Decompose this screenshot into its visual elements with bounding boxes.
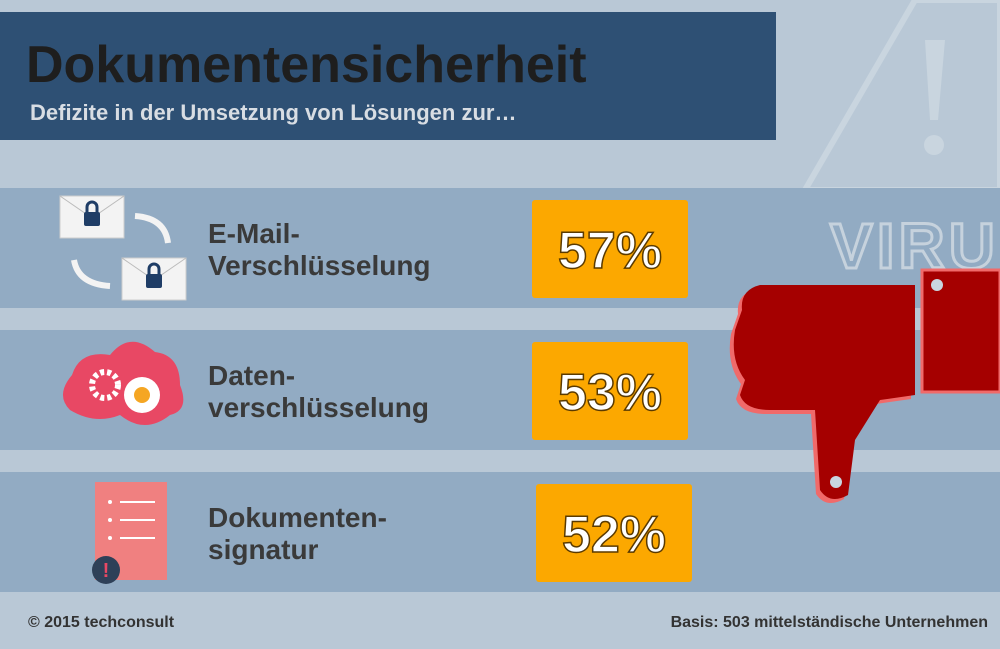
row: ! Dokumenten-signatur 52% [0, 472, 1000, 592]
thumbs-down [729, 268, 1000, 503]
item-value: 57% [558, 222, 662, 280]
lock [84, 212, 100, 226]
arrow [134, 213, 171, 244]
item-label: verschlüsselung [208, 392, 429, 423]
alert [92, 556, 120, 584]
lock [146, 274, 162, 288]
item-value: 52% [562, 506, 666, 564]
title: Dokumentensicherheit [26, 36, 587, 94]
row: E-Mail-Verschlüsselung 57% [0, 188, 1000, 308]
bullet [108, 500, 112, 504]
bullet [108, 518, 112, 522]
item-label: E-Mail- [208, 218, 300, 249]
item-value: 53% [558, 364, 662, 422]
item-label: Verschlüsselung [208, 250, 431, 281]
header-box [0, 12, 776, 140]
item-label: Dokumenten- [208, 502, 387, 533]
warning-triangle [799, 0, 1000, 193]
value-box [532, 342, 688, 440]
value-box [532, 200, 688, 298]
lock-shackle [85, 200, 99, 212]
warning-mark [925, 40, 945, 120]
warning-dot [924, 135, 944, 155]
item-label: Daten- [208, 360, 295, 391]
gear-center [134, 387, 150, 403]
alert-mark: ! [103, 560, 110, 582]
basis: Basis: 503 mittelständische Unternehmen [671, 614, 988, 631]
value-box [536, 484, 692, 582]
gear [89, 369, 121, 401]
lock-shackle [147, 262, 161, 274]
subtitle: Defizite in der Umsetzung von Lösungen z… [30, 100, 516, 125]
arrow [71, 259, 111, 289]
copyright: © 2015 techconsult [28, 614, 175, 631]
bullet [108, 536, 112, 540]
item-label: signatur [208, 534, 319, 565]
